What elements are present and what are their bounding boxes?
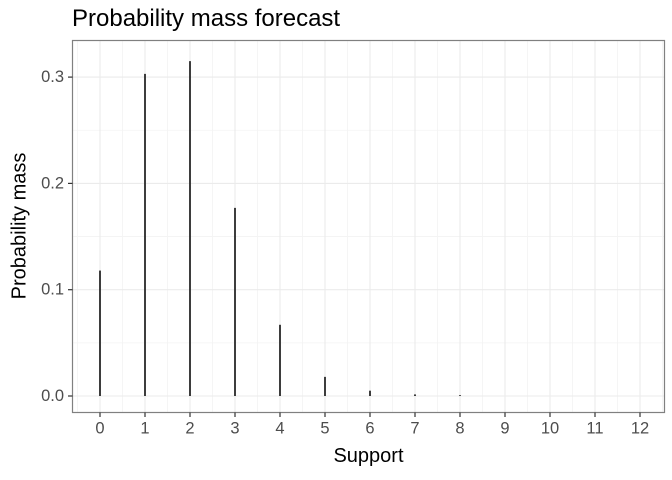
y-tick-label: 0.0 — [41, 387, 64, 405]
x-tick-label: 11 — [586, 420, 603, 438]
x-tick-label: 9 — [500, 420, 509, 438]
x-tick-label: 2 — [185, 420, 194, 438]
x-axis-title: Support — [333, 445, 404, 467]
x-tick-label: 5 — [320, 420, 329, 438]
x-tick-label: 8 — [455, 420, 464, 438]
x-tick-label: 7 — [410, 420, 419, 438]
x-tick-label: 12 — [631, 420, 649, 438]
pmf-bars — [99, 61, 461, 396]
x-tick-label: 0 — [95, 420, 104, 438]
panel-border — [71, 39, 666, 414]
x-tick-label: 1 — [140, 420, 149, 438]
y-tick-label: 0.2 — [41, 174, 64, 192]
x-tick-label: 4 — [275, 420, 284, 438]
y-tick-label: 0.3 — [41, 68, 64, 86]
axis-ticks — [68, 76, 641, 417]
major-gridlines — [72, 40, 665, 413]
y-tick-label: 0.1 — [41, 281, 64, 299]
chart-title: Probability mass forecast — [72, 5, 341, 32]
x-tick-label: 6 — [365, 420, 374, 438]
x-tick-label: 3 — [230, 420, 239, 438]
minor-gridlines — [72, 40, 665, 413]
tick-labels: 0 1 2 3 4 5 6 7 8 9 10 11 120.00.10.20.3 — [41, 68, 649, 437]
x-tick-label: 10 — [541, 420, 559, 438]
